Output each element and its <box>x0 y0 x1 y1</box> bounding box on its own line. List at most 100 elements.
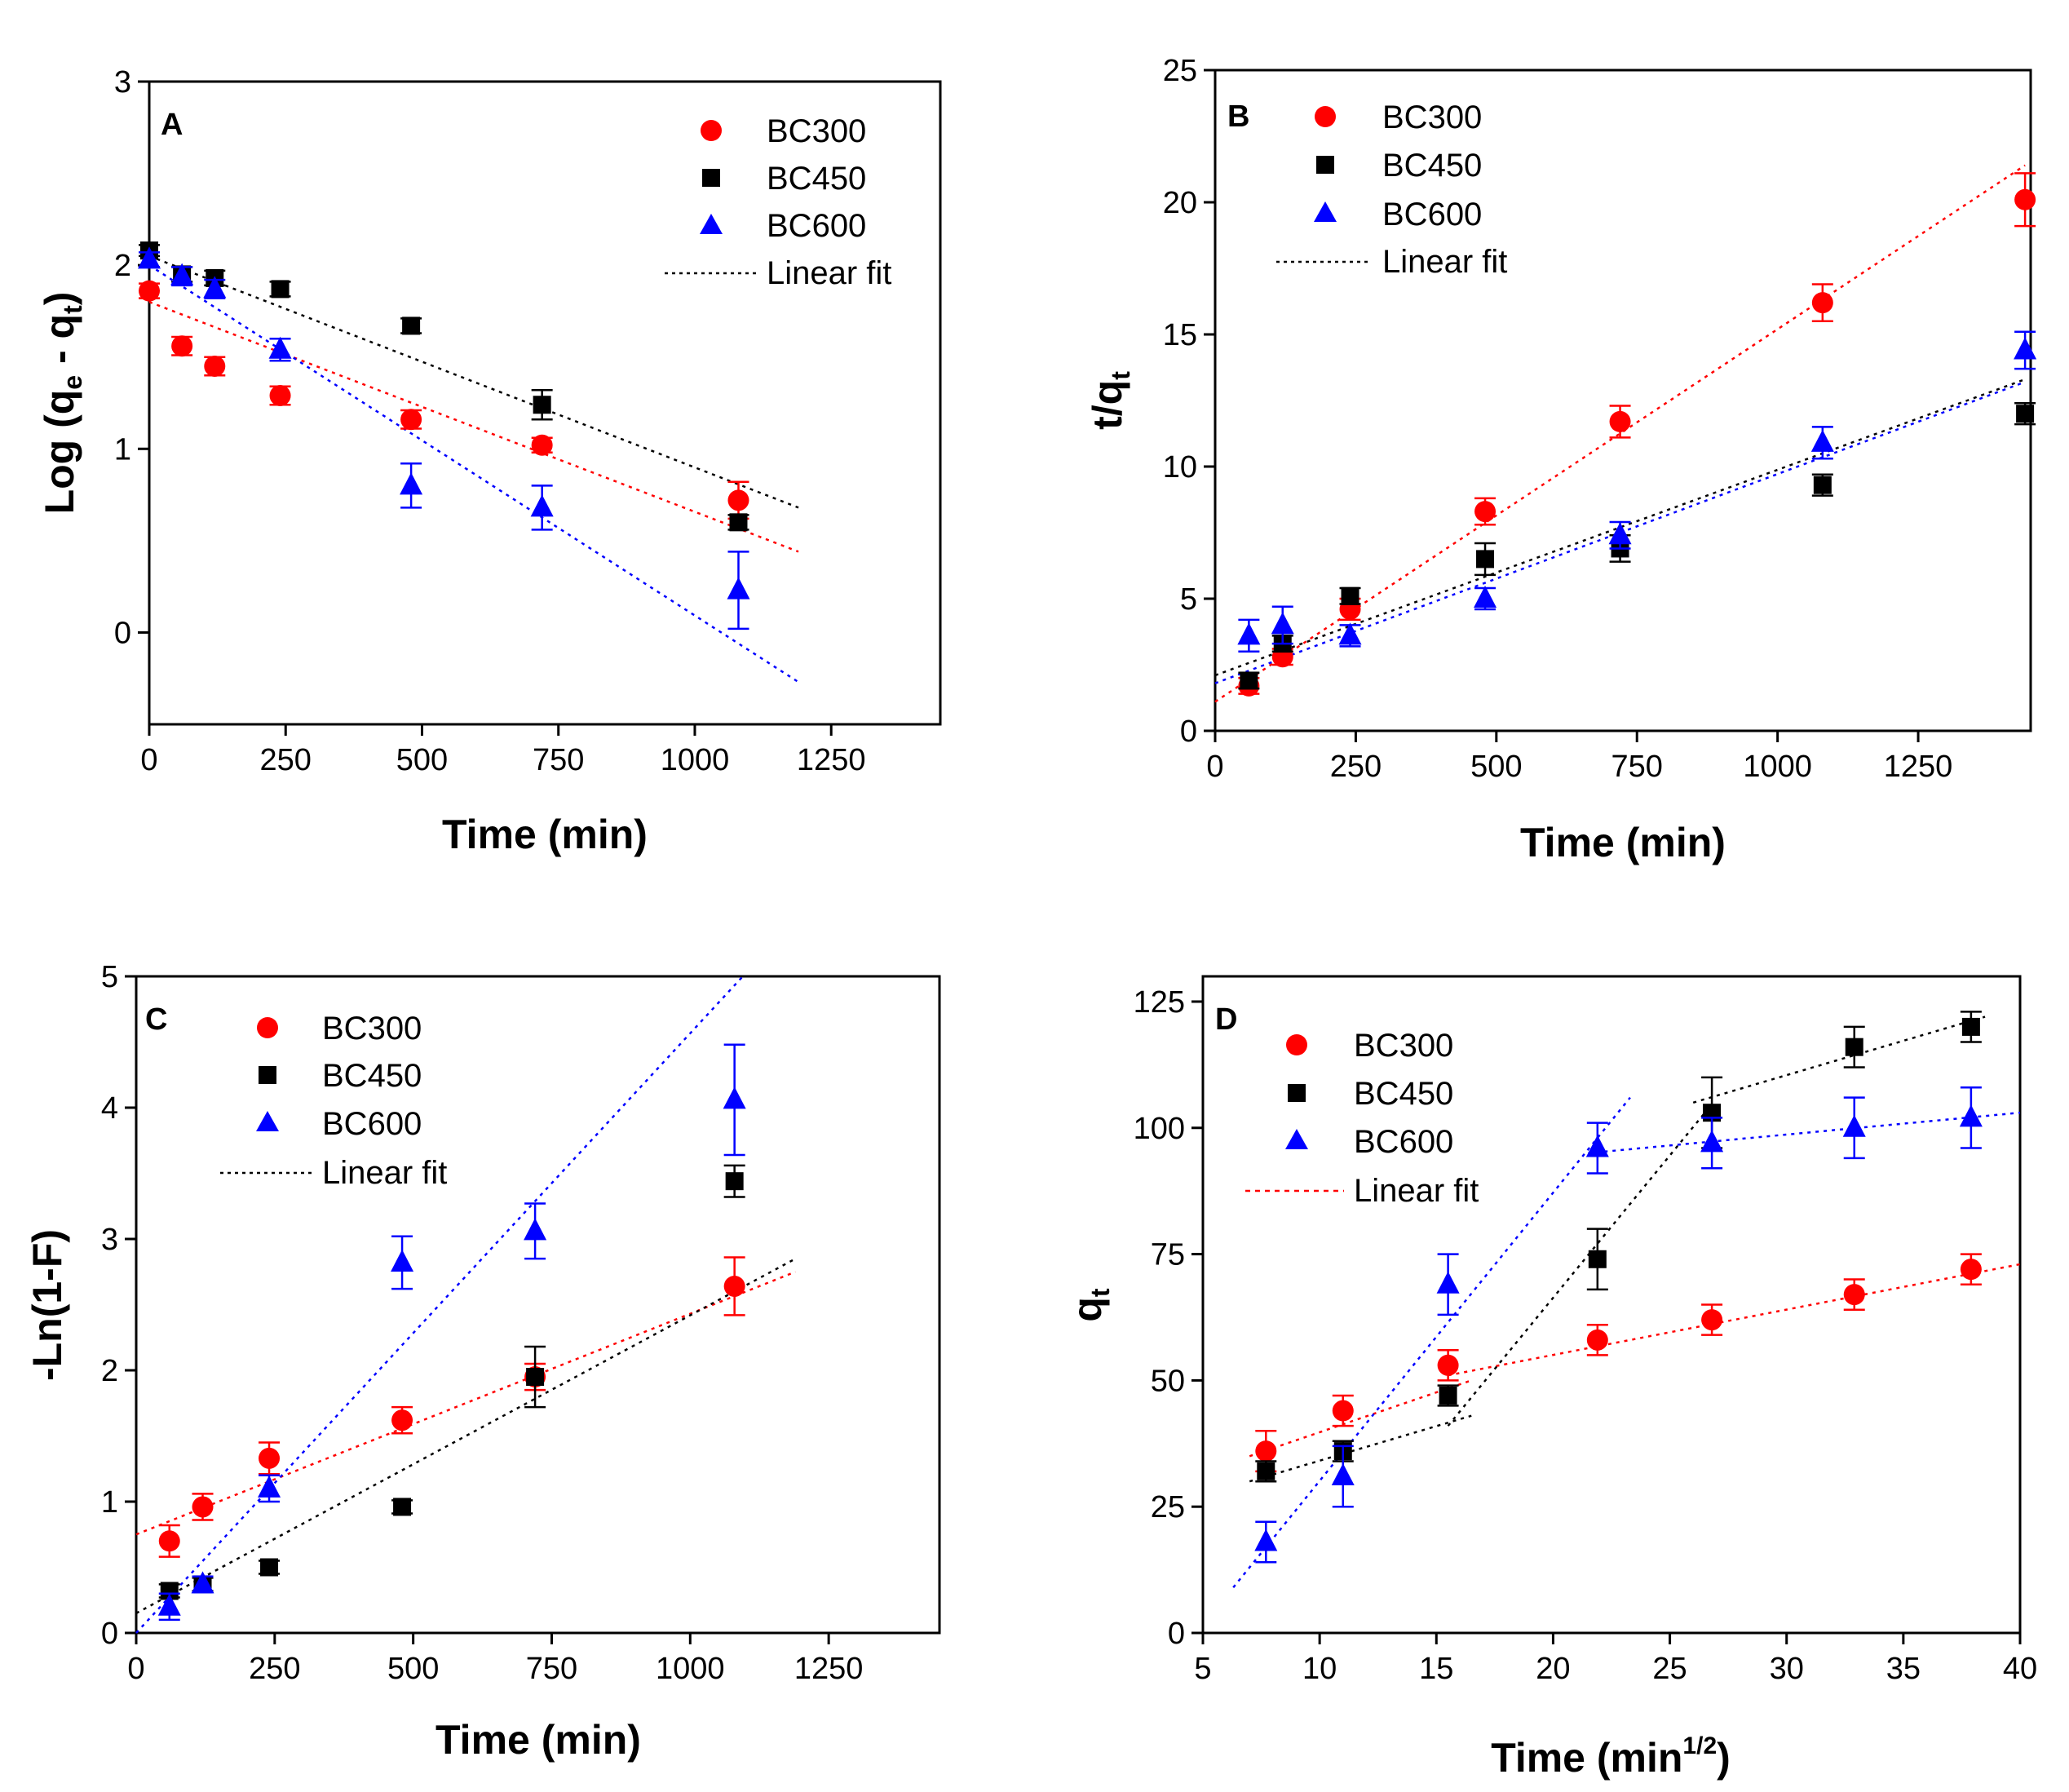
fit-line-bc450 <box>1447 1112 1706 1427</box>
data-point-bc450 <box>393 1498 412 1516</box>
x-tick-label: 15 <box>1419 1652 1453 1686</box>
data-point-bc300 <box>1586 1329 1608 1351</box>
y-tick-label: 1 <box>101 1485 118 1520</box>
x-tick-label: 1000 <box>1743 750 1812 784</box>
panel-letter: B <box>1227 100 1249 134</box>
x-tick-label: 500 <box>387 1652 439 1686</box>
data-point-bc450 <box>1961 1017 1980 1036</box>
y-tick-label: 0 <box>1168 1617 1185 1651</box>
legend-label-bc600: BC600 <box>1382 197 1482 232</box>
fit-line-bc450 <box>1214 378 2026 677</box>
legend-label-bc450: BC450 <box>767 161 866 197</box>
y-tick-label: 25 <box>1151 1490 1185 1524</box>
data-point-bc450 <box>1813 476 1832 494</box>
x-ticks: 0 250 500 750 1000 1250 <box>1206 731 1952 784</box>
x-tick-label: 250 <box>249 1652 300 1686</box>
y-tick-label: 3 <box>114 65 131 100</box>
legend-label-bc300: BC300 <box>1382 100 1482 135</box>
fit-lines <box>1232 1015 2021 1589</box>
legend-marker-bc300 <box>1315 106 1336 127</box>
y-ticks: 0 25 50 75 100 125 <box>1134 985 1203 1651</box>
legend: BC300 BC450 BC600 Linear fit <box>220 1011 447 1191</box>
y-axis-label: t/qt <box>1085 371 1135 430</box>
legend-marker-bc450 <box>702 169 720 187</box>
y-tick-label: 5 <box>1180 582 1197 617</box>
x-axis-label: Time (min1/2) <box>1491 1732 1731 1781</box>
data-point-bc600 <box>723 1086 746 1109</box>
data-point-bc300 <box>723 1275 745 1297</box>
data-point-bc300 <box>204 355 226 377</box>
y-tick-label: 2 <box>101 1354 118 1388</box>
data-point-bc450 <box>725 1172 744 1191</box>
data-point-bc600 <box>1436 1271 1460 1294</box>
legend-marker-bc600 <box>1285 1129 1308 1149</box>
data-point-bc600 <box>1474 586 1497 608</box>
data-point-bc600 <box>1959 1104 1983 1127</box>
fit-line-bc300 <box>1214 164 2026 703</box>
panel-letter: C <box>145 1002 167 1037</box>
data-point-bc300 <box>158 1530 180 1552</box>
plot-frame <box>1214 69 2032 732</box>
data-point-bc450 <box>1257 1462 1275 1480</box>
data-points <box>1237 172 2037 697</box>
y-tick-label: 3 <box>101 1223 118 1257</box>
fit-line-bc600 <box>1588 1111 2021 1154</box>
legend-marker-bc600 <box>700 214 723 234</box>
data-point-bc300 <box>1960 1259 1982 1281</box>
data-point-bc300 <box>269 384 291 406</box>
data-point-bc300 <box>391 1409 413 1431</box>
legend-label-bc300: BC300 <box>322 1011 422 1046</box>
legend-label-fit: Linear fit <box>1354 1173 1479 1209</box>
x-tick-label: 750 <box>526 1652 577 1686</box>
legend: BC300 BC450 BC600 Linear fit <box>665 113 891 291</box>
legend-label-bc300: BC300 <box>1354 1028 1453 1064</box>
legend-label-fit: Linear fit <box>767 255 891 291</box>
y-tick-label: 20 <box>1163 186 1197 220</box>
legend-label-bc600: BC600 <box>767 208 866 244</box>
x-tick-label: 30 <box>1770 1652 1804 1686</box>
data-point-bc300 <box>171 335 193 357</box>
legend-marker-bc450 <box>1288 1084 1306 1102</box>
data-point-bc450 <box>1476 550 1495 569</box>
y-tick-label: 5 <box>101 960 118 994</box>
legend: BC300 BC450 BC600 Linear fit <box>1245 1028 1479 1209</box>
data-point-bc450 <box>526 1368 545 1387</box>
data-point-bc300 <box>259 1447 281 1469</box>
y-tick-label: 75 <box>1151 1238 1185 1272</box>
data-point-bc600 <box>1254 1529 1278 1551</box>
fit-lines <box>1214 164 2026 703</box>
data-point-bc450 <box>1341 586 1359 605</box>
data-point-bc300 <box>2014 188 2036 210</box>
data-point-bc600 <box>400 472 423 495</box>
fit-line-bc300 <box>1448 1263 2021 1377</box>
y-tick-label: 10 <box>1163 450 1197 485</box>
x-tick-label: 40 <box>2003 1652 2037 1686</box>
x-tick-label: 250 <box>260 743 312 777</box>
data-point-bc300 <box>192 1496 214 1518</box>
x-tick-label: 1250 <box>794 1652 864 1686</box>
y-ticks: 0 1 2 3 4 5 <box>101 960 136 1651</box>
fit-lines <box>135 976 796 1634</box>
data-point-bc450 <box>1845 1038 1863 1056</box>
y-tick-label: 125 <box>1134 985 1185 1020</box>
y-tick-label: 2 <box>114 249 131 283</box>
plot-frame <box>1201 975 2022 1635</box>
legend: BC300 BC450 BC600 Linear fit <box>1276 100 1507 280</box>
y-tick-label: 15 <box>1163 318 1197 352</box>
legend-label-fit: Linear fit <box>322 1155 447 1191</box>
legend-label-bc450: BC450 <box>1354 1076 1453 1112</box>
data-points <box>138 241 750 631</box>
legend-label-bc450: BC450 <box>1382 148 1482 184</box>
legend-marker-bc300 <box>257 1017 278 1038</box>
data-point-bc300 <box>531 434 553 456</box>
data-point-bc600 <box>1585 1135 1609 1157</box>
fit-line-bc450 <box>135 1258 796 1614</box>
panel-letter: D <box>1215 1002 1237 1037</box>
x-ticks: 5 10 15 20 25 30 35 40 <box>1194 1633 2037 1686</box>
legend-marker-bc600 <box>1314 201 1337 222</box>
data-point-bc600 <box>268 336 292 359</box>
legend-marker-bc450 <box>259 1066 276 1084</box>
y-axis-label: qt <box>1064 1288 1115 1322</box>
legend-marker-bc600 <box>256 1111 279 1131</box>
y-tick-label: 4 <box>101 1091 118 1126</box>
